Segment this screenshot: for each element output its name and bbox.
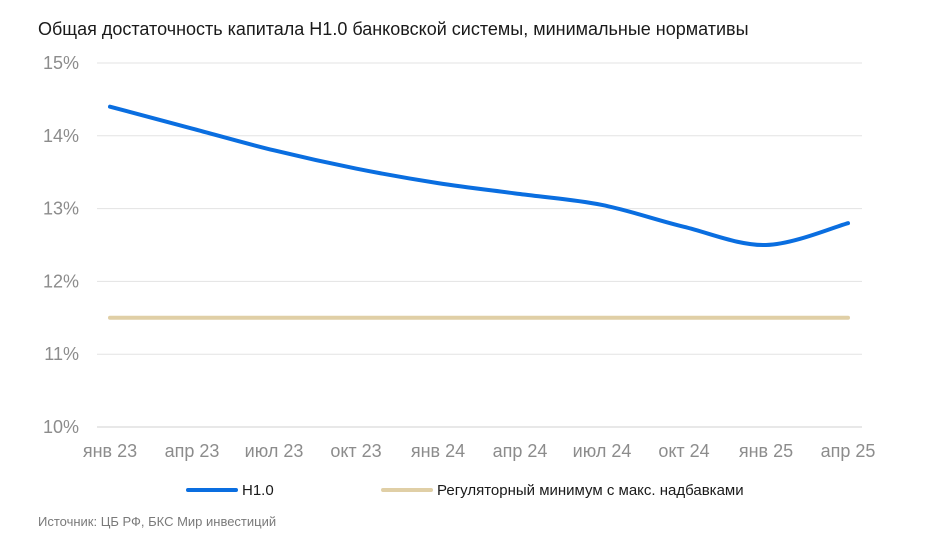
- x-axis-ticks: янв 23 апр 23 июл 23 окт 23 янв 24 апр 24 июл …: [83, 441, 876, 461]
- y-axis-ticks: 10% 11% 12% 13% 14% 15%: [43, 53, 79, 437]
- legend-item-h1: Н1.0: [186, 480, 274, 500]
- y-tick-label: 14%: [43, 126, 79, 146]
- x-tick-label: апр 23: [165, 441, 220, 461]
- x-tick-label: янв 25: [739, 441, 793, 461]
- y-tick-label: 13%: [43, 199, 79, 219]
- x-tick-label: окт 24: [658, 441, 709, 461]
- source-note: Источник: ЦБ РФ, БКС Мир инвестиций: [38, 514, 277, 529]
- x-tick-label: июл 24: [573, 441, 632, 461]
- series-lines: [108, 104, 850, 320]
- series-line-h1: [108, 104, 850, 248]
- x-tick-label: янв 24: [411, 441, 465, 461]
- y-tick-label: 10%: [43, 417, 79, 437]
- legend-swatch-regulatory-minimum: [381, 488, 433, 492]
- legend-label-h1: Н1.0: [242, 481, 274, 499]
- x-tick-label: июл 23: [245, 441, 304, 461]
- chart-title: Общая достаточность капитала Н1.0 банков…: [38, 19, 749, 39]
- y-tick-label: 12%: [43, 271, 79, 291]
- x-tick-label: янв 23: [83, 441, 137, 461]
- y-tick-label: 15%: [43, 53, 79, 73]
- grid-lines: [97, 62, 862, 428]
- x-tick-label: апр 24: [493, 441, 548, 461]
- legend-item-regulatory-minimum: Регуляторный минимум с макс. надбавками: [381, 480, 744, 500]
- x-tick-label: апр 25: [821, 441, 876, 461]
- legend-swatch-h1: [186, 488, 238, 492]
- legend-label-regulatory-minimum: Регуляторный минимум с макс. надбавками: [437, 481, 744, 499]
- x-tick-label: окт 23: [330, 441, 381, 461]
- y-tick-label: 11%: [44, 344, 79, 364]
